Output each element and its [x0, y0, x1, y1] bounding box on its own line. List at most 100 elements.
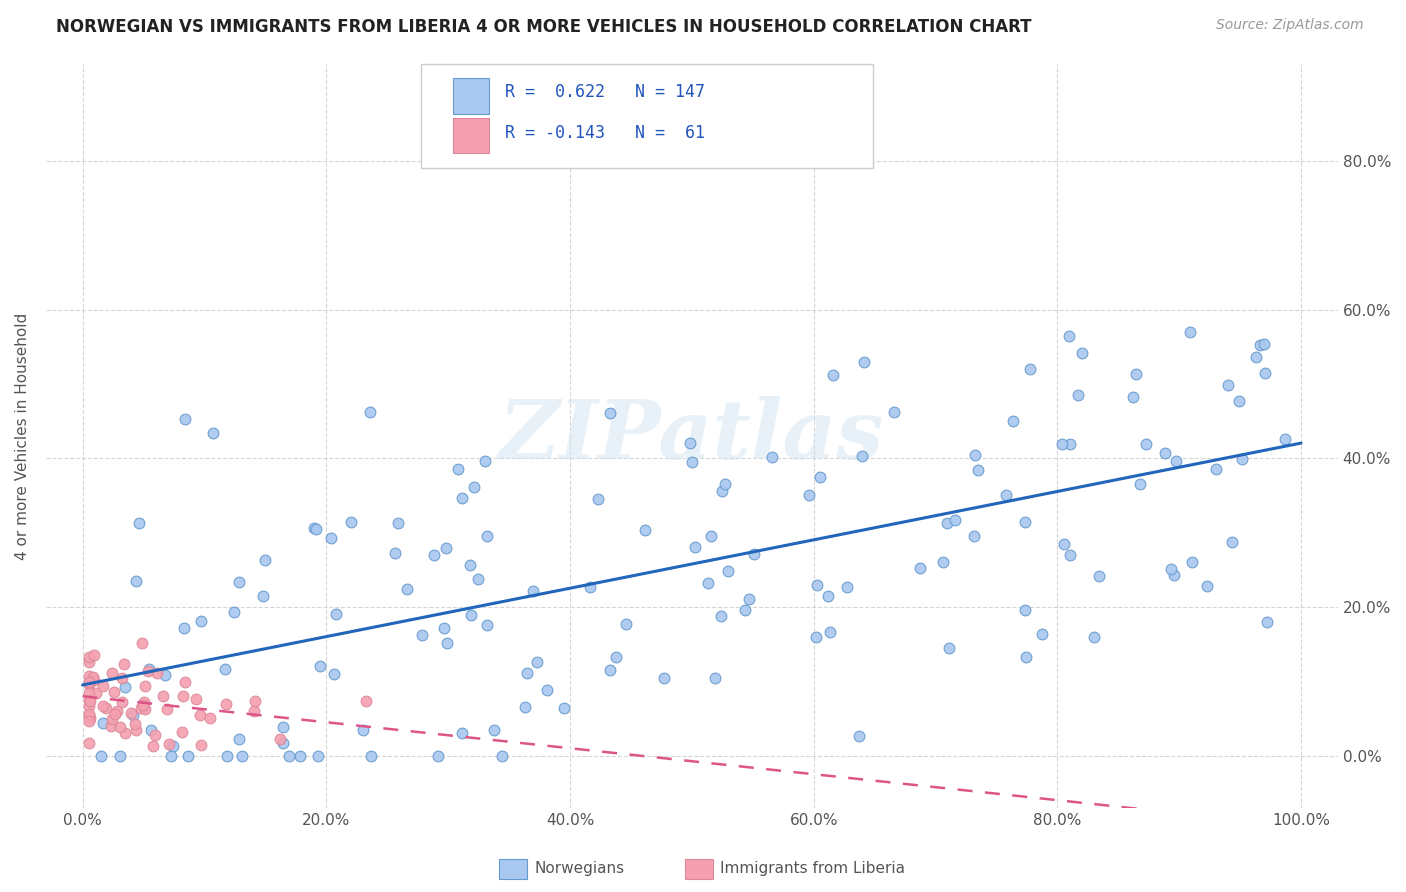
Text: R = -0.143   N =  61: R = -0.143 N = 61: [505, 123, 704, 142]
Point: [513, 700, 536, 714]
Point: [1018, 362, 1040, 376]
Point: [1164, 454, 1187, 468]
Point: [422, 549, 444, 563]
Point: [681, 455, 703, 469]
Point: [963, 529, 986, 543]
Point: [1001, 414, 1024, 428]
Point: [153, 667, 176, 681]
Point: [474, 454, 496, 468]
Point: [77, 649, 100, 664]
Point: [305, 522, 328, 536]
Point: [77, 674, 100, 689]
Point: [173, 411, 195, 425]
Point: [200, 711, 222, 725]
Point: [679, 435, 702, 450]
Point: [1256, 615, 1278, 629]
Point: [1070, 346, 1092, 360]
Point: [734, 603, 756, 617]
Point: [427, 749, 450, 764]
Point: [1014, 516, 1036, 530]
Point: [101, 712, 124, 726]
Point: [125, 574, 148, 588]
Point: [83, 648, 105, 663]
Point: [108, 749, 131, 764]
Point: [231, 749, 253, 764]
Point: [77, 699, 100, 714]
Point: [436, 636, 458, 650]
Point: [172, 689, 194, 703]
Point: [938, 640, 960, 655]
Point: [131, 635, 153, 649]
Point: [808, 470, 831, 484]
Point: [995, 488, 1018, 502]
Point: [110, 695, 132, 709]
Point: [129, 701, 152, 715]
Point: [411, 628, 433, 642]
Point: [516, 666, 538, 681]
Point: [136, 664, 159, 678]
Text: Norwegians: Norwegians: [534, 862, 624, 876]
Point: [100, 719, 122, 733]
Point: [356, 694, 378, 708]
Point: [683, 540, 706, 554]
Point: [77, 708, 100, 723]
Point: [243, 704, 266, 718]
Point: [77, 656, 100, 670]
Point: [83, 673, 105, 688]
Point: [114, 681, 136, 695]
Point: [1083, 630, 1105, 644]
Point: [1160, 562, 1182, 576]
Bar: [453, 118, 489, 153]
Point: [120, 706, 142, 720]
Point: [302, 521, 325, 535]
Point: [145, 665, 167, 680]
Point: [395, 582, 418, 596]
Point: [108, 720, 131, 734]
Point: [821, 368, 844, 383]
Point: [104, 706, 127, 721]
Point: [1195, 579, 1218, 593]
Text: R =  0.622   N = 147: R = 0.622 N = 147: [505, 83, 704, 102]
Point: [174, 675, 197, 690]
Point: [132, 698, 155, 712]
Point: [79, 694, 101, 708]
Point: [1031, 627, 1053, 641]
Point: [451, 491, 474, 505]
Point: [340, 515, 363, 529]
Point: [321, 532, 343, 546]
Point: [463, 480, 485, 494]
Point: [482, 723, 505, 738]
Point: [578, 580, 600, 594]
Point: [883, 405, 905, 419]
Point: [271, 720, 294, 734]
Point: [717, 564, 740, 578]
Point: [742, 547, 765, 561]
Point: [433, 621, 456, 635]
Point: [936, 516, 959, 531]
Point: [308, 658, 330, 673]
Point: [359, 405, 381, 419]
Point: [105, 705, 128, 719]
Point: [77, 677, 100, 691]
Point: [1274, 432, 1296, 446]
Point: [467, 573, 489, 587]
Point: [173, 621, 195, 635]
Point: [215, 697, 238, 711]
Point: [201, 425, 224, 440]
Text: ZIPatlas: ZIPatlas: [499, 396, 884, 476]
Point: [124, 716, 146, 731]
Point: [190, 708, 212, 723]
Point: [700, 529, 723, 543]
Point: [1230, 451, 1253, 466]
Text: NORWEGIAN VS IMMIGRANTS FROM LIBERIA 4 OR MORE VEHICLES IN HOUSEHOLD CORRELATION: NORWEGIAN VS IMMIGRANTS FROM LIBERIA 4 O…: [56, 18, 1032, 36]
Point: [1053, 537, 1076, 551]
Point: [121, 708, 143, 723]
Point: [1135, 437, 1157, 451]
Point: [447, 461, 470, 475]
Point: [1254, 366, 1277, 380]
Point: [1178, 325, 1201, 339]
Bar: [453, 78, 489, 114]
Point: [228, 732, 250, 747]
Point: [1059, 548, 1081, 562]
Point: [835, 580, 858, 594]
